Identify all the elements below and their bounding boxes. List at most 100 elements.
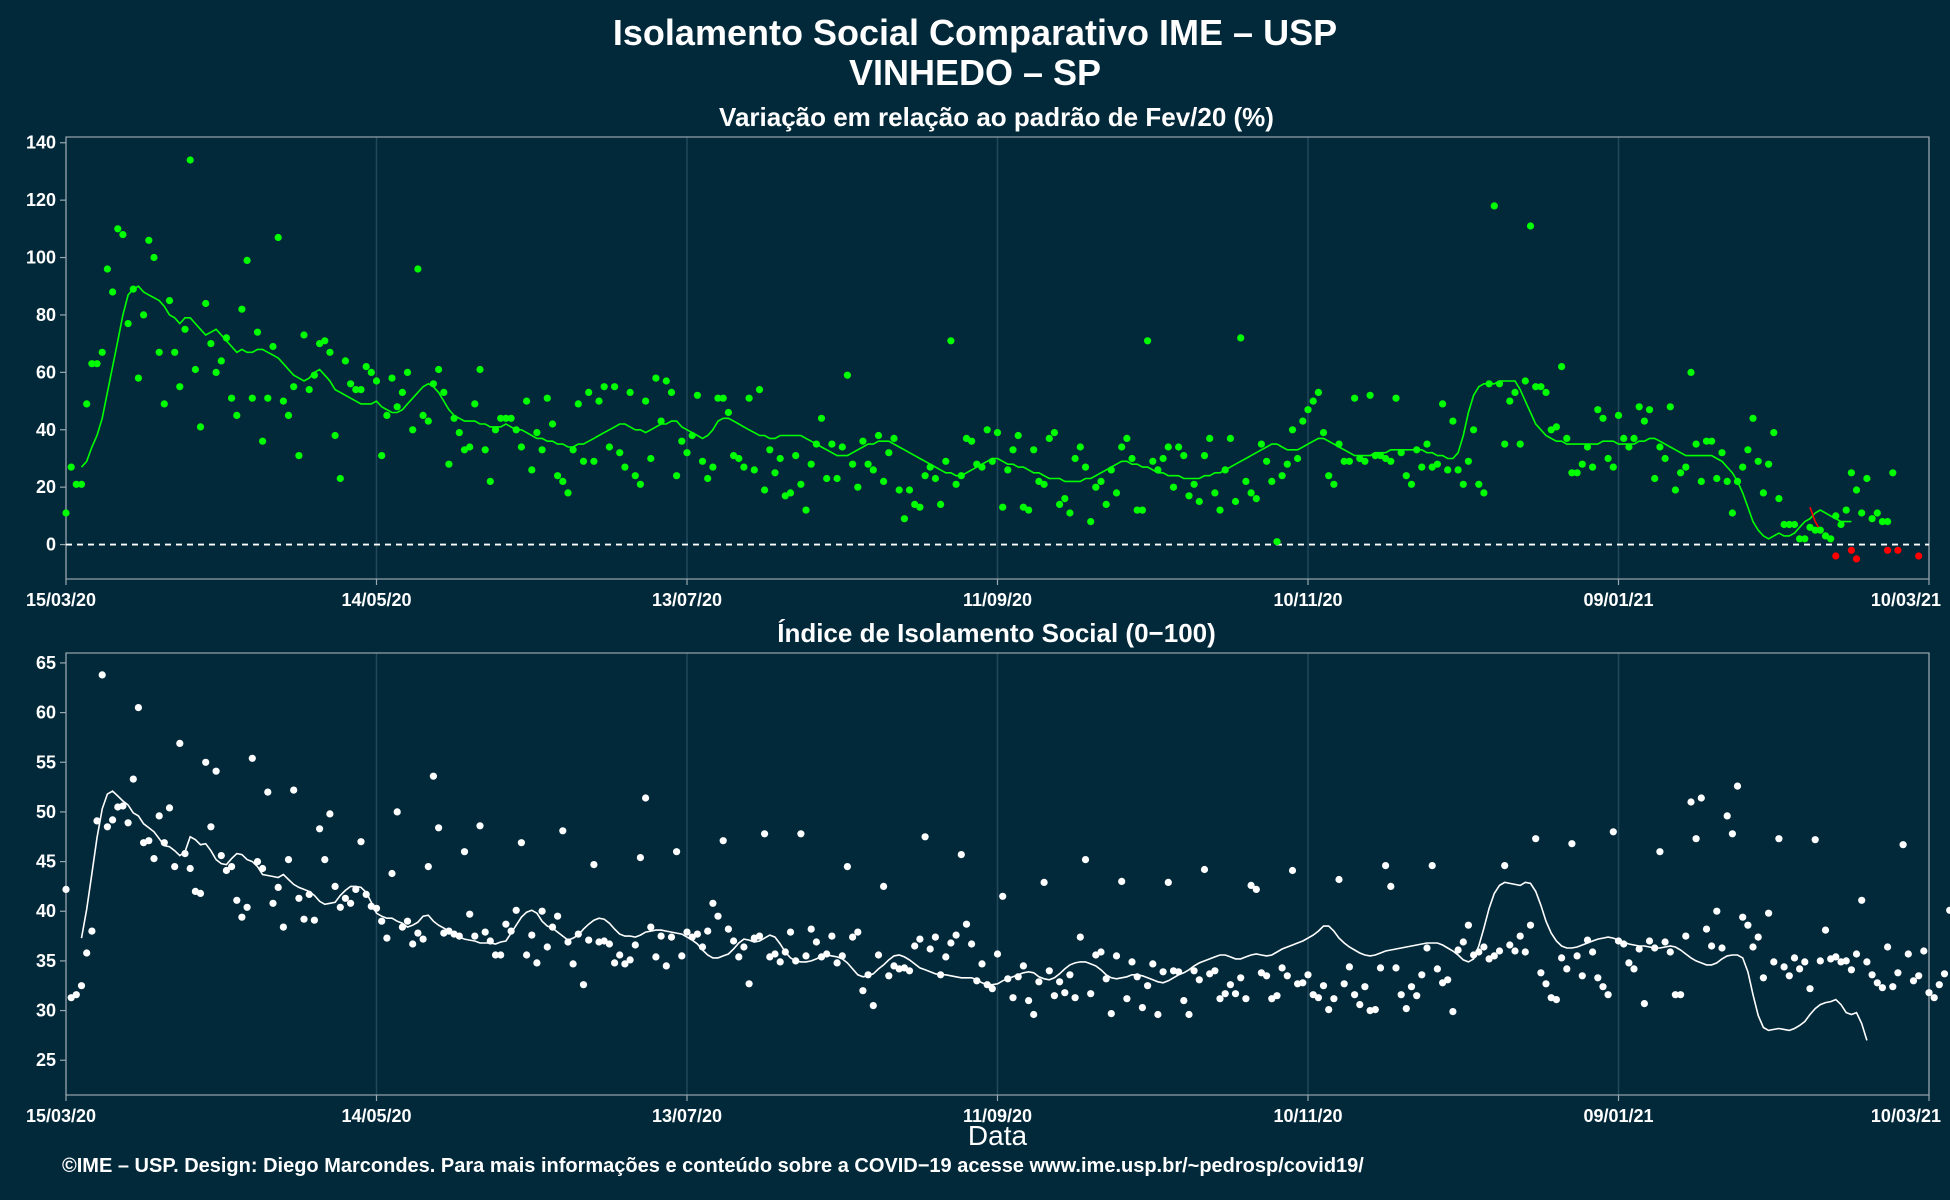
data-point xyxy=(1640,417,1648,425)
data-point xyxy=(1490,202,1498,210)
x-axis-label: Data xyxy=(967,1120,1028,1151)
data-point xyxy=(1594,974,1602,982)
data-point xyxy=(983,981,991,989)
data-point xyxy=(1221,466,1229,474)
y-tick-label: 60 xyxy=(36,703,56,723)
data-point xyxy=(222,866,230,875)
data-point xyxy=(1785,972,1793,980)
data-point xyxy=(1019,962,1027,970)
data-point xyxy=(1801,958,1809,966)
footer-credit: ©IME – USP. Design: Diego Marcondes. Par… xyxy=(62,1155,1364,1177)
data-point xyxy=(1351,394,1359,402)
data-point xyxy=(698,457,707,465)
data-point xyxy=(1263,457,1271,465)
data-point xyxy=(1226,981,1234,989)
data-point xyxy=(1733,782,1742,790)
data-point xyxy=(559,827,567,835)
data-point xyxy=(352,885,360,894)
data-point xyxy=(1340,980,1348,988)
data-point xyxy=(176,383,184,391)
data-point xyxy=(1501,440,1509,448)
data-point xyxy=(300,915,308,923)
data-point xyxy=(626,388,634,396)
data-point xyxy=(331,882,339,891)
data-point xyxy=(1319,982,1328,990)
data-point xyxy=(1852,950,1861,958)
data-point xyxy=(905,967,914,975)
data-point xyxy=(1558,954,1566,962)
data-point xyxy=(1832,512,1840,520)
data-point xyxy=(1144,337,1152,345)
data-point xyxy=(321,856,329,864)
data-point xyxy=(1640,1000,1648,1008)
data-point xyxy=(129,285,137,293)
y-tick-label: 40 xyxy=(36,901,56,921)
data-point xyxy=(1765,909,1773,917)
data-point xyxy=(1692,835,1700,843)
data-point xyxy=(854,483,862,491)
data-point xyxy=(786,489,795,497)
data-point xyxy=(688,431,696,440)
x-tick-label: 11/09/20 xyxy=(963,590,1032,610)
data-point xyxy=(1257,440,1265,448)
data-point xyxy=(1723,477,1731,485)
data-point xyxy=(890,434,898,442)
data-point xyxy=(693,930,702,938)
data-point xyxy=(1847,469,1855,477)
data-point xyxy=(1878,518,1886,526)
data-point xyxy=(678,952,686,960)
data-point xyxy=(191,365,199,374)
data-point xyxy=(885,972,893,980)
data-point xyxy=(471,400,479,408)
data-point xyxy=(1340,457,1348,465)
data-point xyxy=(828,440,836,448)
x-tick-label: 14/05/20 xyxy=(341,590,411,610)
data-point xyxy=(1852,486,1861,494)
data-point xyxy=(243,256,251,264)
data-point xyxy=(491,951,500,959)
data-point xyxy=(217,357,225,365)
data-point xyxy=(1899,841,1907,849)
data-point xyxy=(543,943,551,951)
data-point xyxy=(1014,973,1022,981)
data-point xyxy=(1242,477,1250,485)
data-point xyxy=(1402,1005,1410,1013)
data-point xyxy=(1325,472,1333,480)
data-point xyxy=(719,394,727,402)
data-point xyxy=(724,925,733,933)
data-point xyxy=(357,386,365,394)
x-tick-label: 10/03/21 xyxy=(1871,590,1941,610)
data-point xyxy=(1081,463,1090,471)
data-point xyxy=(1775,495,1783,503)
data-point xyxy=(409,940,417,948)
data-point xyxy=(274,233,282,242)
data-point xyxy=(1154,1010,1162,1019)
data-point xyxy=(1542,980,1550,988)
data-point xyxy=(1754,933,1762,941)
data-point xyxy=(1495,380,1504,388)
data-point xyxy=(600,383,608,391)
data-point xyxy=(1014,431,1022,440)
data-point xyxy=(383,934,391,942)
data-point xyxy=(305,386,313,394)
data-point xyxy=(274,883,282,892)
data-point xyxy=(1485,380,1493,388)
x-tick-label: 14/05/20 xyxy=(341,1106,411,1126)
data-point xyxy=(869,466,877,474)
data-point xyxy=(683,928,691,936)
data-point xyxy=(331,431,339,440)
data-point xyxy=(548,923,557,931)
data-point xyxy=(1071,994,1079,1002)
data-point xyxy=(1299,979,1307,987)
data-point xyxy=(72,480,80,488)
data-point xyxy=(1164,443,1172,451)
data-point xyxy=(419,935,427,943)
data-point xyxy=(1459,938,1467,946)
data-point xyxy=(279,923,287,931)
data-point xyxy=(962,920,971,928)
data-point xyxy=(450,414,458,422)
data-point xyxy=(1620,940,1628,948)
data-point xyxy=(1718,449,1726,457)
data-point xyxy=(579,981,588,989)
